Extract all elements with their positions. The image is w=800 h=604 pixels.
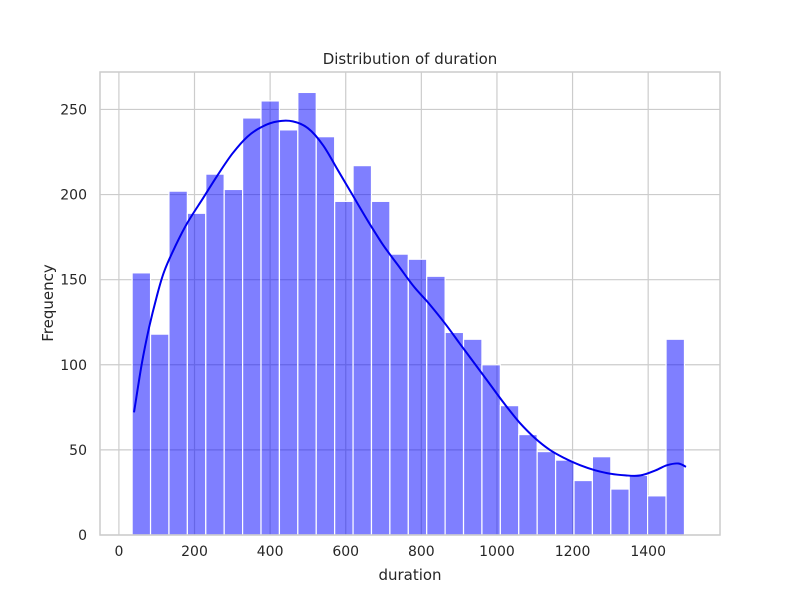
histogram-bar: [444, 331, 465, 536]
histogram-bar: [665, 338, 686, 536]
y-tick-label: 0: [78, 528, 87, 544]
kde-curve: [133, 119, 687, 477]
histogram-bar: [278, 129, 299, 536]
histogram-bar: [407, 258, 428, 536]
histogram-bar: [223, 188, 244, 536]
x-tick-label: 800: [408, 544, 435, 560]
x-tick-label: 1200: [555, 544, 591, 560]
histogram-bar: [149, 333, 170, 536]
histogram-bar: [573, 479, 594, 536]
y-tick-label: 100: [60, 358, 87, 374]
x-tick-label: 1400: [630, 544, 666, 560]
y-tick-labels: 0 50 100 150 200 250: [60, 102, 87, 544]
histogram-bar: [628, 474, 649, 536]
x-tick-label: 1000: [479, 544, 515, 560]
histogram-bar: [499, 405, 520, 536]
x-tick-label: 200: [181, 544, 208, 560]
x-tick-label: 600: [332, 544, 359, 560]
x-tick-label: 400: [257, 544, 284, 560]
histogram-bar: [315, 136, 336, 536]
histogram-bar: [647, 495, 667, 536]
histogram-bar: [297, 91, 317, 536]
histogram-bars: [131, 91, 686, 536]
histogram-bar: [426, 275, 446, 536]
histogram-bar: [205, 173, 225, 536]
histogram-bar: [610, 488, 630, 536]
histogram-bar: [518, 433, 538, 536]
y-axis-label: Frequency: [39, 264, 57, 342]
x-axis-label: duration: [378, 566, 441, 584]
x-tick-labels: 0 200 400 600 800 1000 1200 1400: [114, 544, 666, 560]
histogram-bar: [591, 456, 612, 536]
histogram-bar: [536, 450, 557, 536]
histogram-bar: [554, 459, 575, 536]
y-tick-label: 150: [60, 273, 87, 289]
plot-frame: [99, 71, 721, 536]
histogram-bar: [186, 212, 207, 536]
histogram-bar: [260, 100, 281, 536]
histogram-bar: [242, 117, 262, 536]
histogram-bar: [168, 190, 188, 536]
chart-title: Distribution of duration: [323, 50, 498, 68]
x-tick-label: 0: [114, 544, 123, 560]
y-tick-label: 250: [60, 102, 87, 118]
y-tick-label: 200: [60, 188, 87, 204]
histogram-bar: [389, 253, 409, 536]
histogram-bar: [481, 364, 501, 536]
histogram-bar: [334, 200, 354, 536]
y-tick-label: 50: [69, 443, 87, 459]
